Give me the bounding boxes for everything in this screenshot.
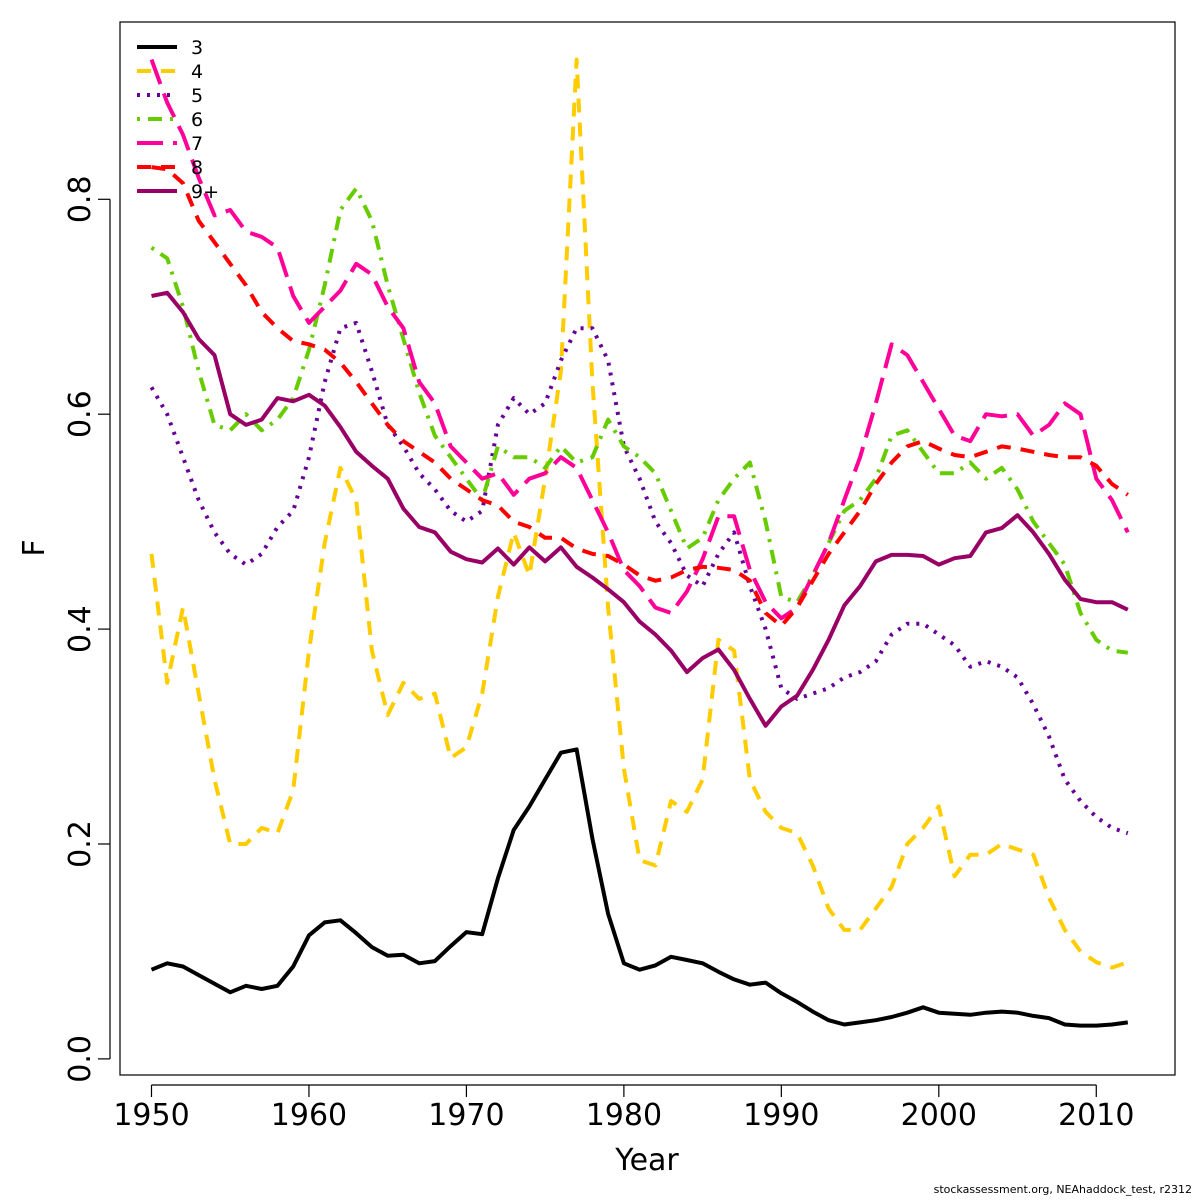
y-tick-label: 0.2 [63,820,98,868]
legend-label: 3 [191,37,203,59]
x-tick-label: 1990 [743,1098,819,1133]
series-line-4 [149,57,1129,970]
y-tick-label: 0.6 [63,390,98,438]
x-axis: 1950 1960 1970 1980 1990 2000 2010 [113,1084,1134,1133]
legend-label: 6 [191,109,203,131]
x-axis-title: Year [614,1143,679,1178]
series-line-5 [149,320,1129,836]
series-line-8 [151,165,1129,628]
series-line-6 [150,186,1129,655]
series-line-7 [149,58,1130,621]
x-tick-label: 1980 [586,1098,662,1133]
series-line-9plus [151,290,1129,728]
legend-label: 7 [191,133,203,155]
x-tick-label: 1960 [271,1098,347,1133]
y-axis-title: F [17,539,52,556]
series-line-3 [150,747,1129,1028]
footer-credit: stockassessment.org, NEAhaddock_test, r2… [933,1183,1192,1196]
legend-label: 4 [191,61,203,83]
plot-frame [119,21,1176,1076]
x-tick-label: 2000 [901,1098,977,1133]
x-tick-label: 1970 [428,1098,504,1133]
x-tick-label: 1950 [113,1098,189,1133]
y-axis: 0.0 0.2 0.4 0.6 0.8 [63,175,111,1083]
x-tick-label: 2010 [1058,1098,1134,1133]
legend-label: 5 [191,85,203,107]
y-tick-label: 0.4 [63,605,98,653]
y-tick-label: 0.0 [63,1035,98,1083]
legend-label: 8 [191,157,203,179]
y-tick-label: 0.8 [63,175,98,223]
legend-label: 9+ [191,181,219,203]
series-lines [149,57,1130,1028]
